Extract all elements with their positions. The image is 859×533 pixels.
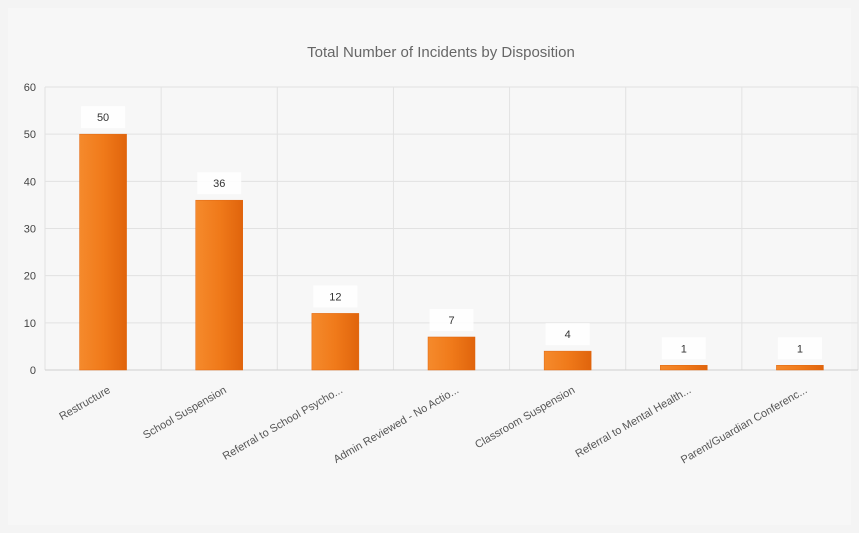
y-axis: 0 10 20 30 40 50 60 — [24, 82, 36, 377]
data-label-bg — [661, 337, 706, 360]
y-tick-label: 50 — [24, 129, 36, 141]
bars: 50 36 12 7 4 1 1 — [79, 106, 824, 371]
x-tick-label: Admin Reviewed - No Actio... — [332, 384, 461, 466]
data-label: 12 — [329, 291, 341, 303]
y-tick-label: 0 — [30, 365, 36, 377]
x-tick-label: Restructure — [57, 384, 112, 423]
data-label: 1 — [797, 343, 803, 355]
bar — [543, 350, 592, 371]
data-label: 1 — [681, 343, 687, 355]
y-tick-label: 40 — [24, 176, 36, 188]
x-tick-label: Referral to School Psycho... — [221, 384, 345, 463]
x-tick-label: School Suspension — [141, 384, 229, 441]
y-tick-label: 20 — [24, 271, 36, 283]
data-label: 7 — [448, 315, 454, 327]
chart-title: Total Number of Incidents by Disposition — [307, 44, 575, 61]
y-tick-label: 30 — [24, 224, 36, 236]
data-label-bg — [429, 308, 474, 331]
data-label-bg — [197, 172, 242, 195]
y-tick-label: 60 — [24, 82, 36, 94]
data-label: 36 — [213, 178, 225, 190]
chart-card — [8, 8, 851, 525]
x-tick-label: Parent/Guardian Conferenc... — [679, 384, 809, 466]
data-label-bg — [313, 285, 358, 308]
x-tick-label: Referral to Mental Health... — [573, 384, 693, 460]
data-label: 4 — [565, 329, 571, 341]
bar — [427, 336, 476, 371]
data-label-bg — [777, 337, 822, 360]
bar — [79, 133, 127, 371]
bar — [660, 365, 708, 371]
data-label: 50 — [97, 112, 109, 124]
y-tick-label: 10 — [24, 318, 36, 330]
bar — [311, 313, 360, 371]
bar — [195, 199, 243, 371]
data-label-bg — [81, 106, 126, 129]
x-tick-label: Classroom Suspension — [473, 384, 577, 451]
data-label-bg — [545, 323, 590, 346]
bar — [776, 365, 824, 371]
